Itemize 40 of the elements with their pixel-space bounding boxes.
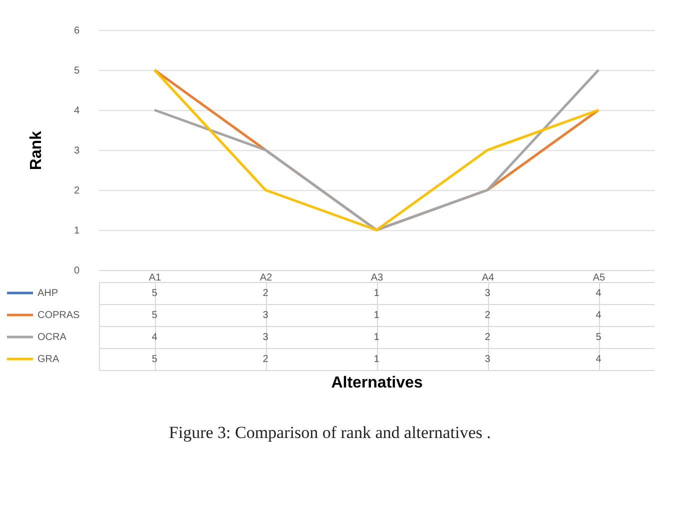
y-tick-label: 4: [74, 106, 80, 116]
text: 4: [596, 288, 602, 299]
data-label: 2: [484, 332, 491, 343]
data-label: 3: [262, 310, 269, 321]
x-tick-label: A2: [260, 272, 273, 284]
y-tick-label: 5: [74, 66, 80, 76]
text: 2: [262, 288, 268, 299]
x-tick-label: A4: [482, 272, 495, 284]
x-tick-label: A5: [592, 272, 606, 284]
y-tick-label: 6: [74, 26, 80, 36]
y-tick-label: 1: [74, 226, 80, 236]
data-label: 4: [596, 310, 602, 321]
text: 3: [484, 288, 490, 299]
data-label: 1: [374, 310, 380, 321]
x-tick-label: A3: [370, 272, 384, 284]
text: 1: [374, 288, 380, 299]
y-tick-label: 3: [74, 146, 80, 156]
text: Alternatives: [331, 374, 423, 392]
data-label: 5: [596, 332, 602, 343]
data-label: 4: [152, 332, 158, 343]
legend-label: COPRAS: [38, 310, 80, 321]
text: 5: [152, 288, 158, 299]
data-label: 3: [262, 332, 269, 343]
legend-label: OCRA: [38, 332, 67, 343]
data-label: 3: [484, 354, 491, 365]
data-label: 1: [374, 332, 380, 343]
data-label: 5: [152, 310, 158, 321]
text: Figure 3: Comparison of rank and alternatives .: [168, 423, 491, 442]
line-series: [153, 68, 600, 232]
legend-label: GRA: [38, 354, 60, 365]
y-axis-title: Rank: [28, 130, 45, 170]
data-label: 2: [484, 310, 491, 321]
data-label: 5: [152, 354, 158, 365]
data-label: 1: [374, 354, 380, 365]
y-tick-label: 0: [74, 266, 80, 276]
legend-label: AHP: [38, 288, 58, 299]
data-label: 2: [262, 354, 269, 365]
y-tick-label: 2: [74, 186, 80, 196]
x-tick-label: A1: [148, 272, 162, 284]
data-label: 4: [596, 354, 602, 365]
